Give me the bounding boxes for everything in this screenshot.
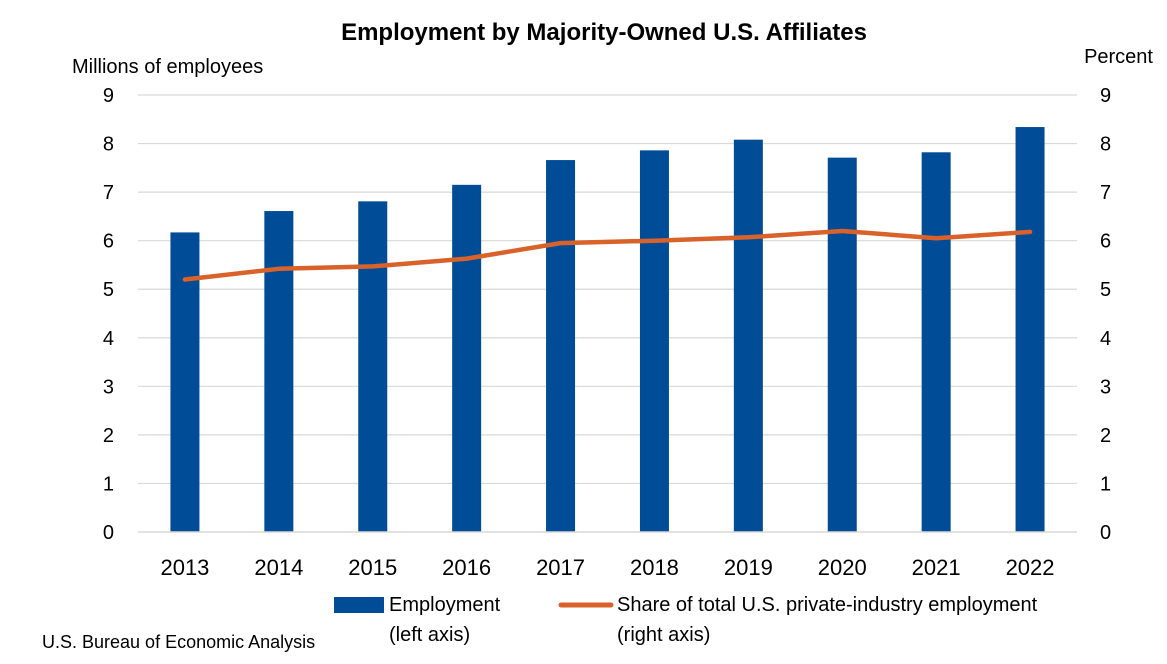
- right-tick-label: 3: [1100, 376, 1111, 398]
- share-point-2016: [464, 256, 469, 261]
- bar-2015: [358, 201, 388, 532]
- right-tick-label: 7: [1100, 182, 1111, 204]
- legend-swatch-employment: [334, 597, 384, 613]
- share-point-2015: [370, 264, 375, 269]
- legend-sublabel-share: (right axis): [617, 624, 710, 646]
- right-tick-label: 5: [1100, 279, 1111, 301]
- chart-title: Employment by Majority-Owned U.S. Affili…: [341, 19, 867, 46]
- share-point-2017: [558, 241, 563, 246]
- bar-2016: [452, 184, 482, 533]
- left-axis-label: Millions of employees: [72, 56, 263, 78]
- legend-label-share: Share of total U.S. private-industry emp…: [617, 594, 1038, 616]
- left-tick-label: 6: [103, 231, 114, 253]
- bar-2022: [1015, 127, 1045, 533]
- share-point-2019: [746, 235, 751, 240]
- x-tick-label: 2014: [254, 555, 303, 580]
- bar-2017: [546, 160, 576, 532]
- share-point-2013: [182, 277, 187, 282]
- x-tick-label: 2016: [442, 555, 491, 580]
- x-tick-label: 2018: [630, 555, 679, 580]
- right-tick-label: 1: [1100, 473, 1111, 495]
- x-tick-label: 2020: [818, 555, 867, 580]
- left-tick-label: 8: [103, 134, 114, 156]
- left-tick-label: 4: [103, 328, 114, 350]
- share-point-2018: [652, 238, 657, 243]
- share-point-2014: [276, 266, 281, 271]
- left-tick-label: 9: [103, 85, 114, 107]
- left-tick-label: 0: [103, 522, 114, 544]
- x-tick-label: 2019: [724, 555, 773, 580]
- left-axis-ticks: 0 1 2 3 4 5 6 7 8 9: [103, 85, 114, 544]
- share-point-2021: [934, 236, 939, 241]
- right-tick-label: 8: [1100, 134, 1111, 156]
- share-point-2020: [840, 228, 845, 233]
- right-tick-label: 2: [1100, 425, 1111, 447]
- share-line-series: [182, 228, 1033, 282]
- bar-2020: [827, 157, 857, 533]
- right-axis-label: Percent: [1084, 46, 1153, 68]
- share-line: [182, 228, 1033, 282]
- right-tick-label: 0: [1100, 522, 1111, 544]
- left-tick-label: 7: [103, 182, 114, 204]
- legend: Employment (left axis) Share of total U.…: [334, 594, 1038, 646]
- left-tick-label: 3: [103, 376, 114, 398]
- x-tick-label: 2015: [348, 555, 397, 580]
- left-tick-label: 1: [103, 473, 114, 495]
- category-labels: 2013 2014 2015 2016 2017 2018 2019 2020 2021 2022: [160, 555, 1054, 580]
- x-tick-label: 2022: [1006, 555, 1055, 580]
- bar-2014: [264, 211, 294, 532]
- source-note: U.S. Bureau of Economic Analysis: [42, 632, 315, 652]
- right-tick-label: 4: [1100, 328, 1111, 350]
- x-tick-label: 2017: [536, 555, 585, 580]
- legend-label-employment: Employment: [389, 594, 501, 616]
- right-tick-label: 9: [1100, 85, 1111, 107]
- bar-2021: [921, 152, 951, 532]
- bar-2013: [170, 232, 200, 532]
- x-tick-label: 2021: [912, 555, 961, 580]
- left-tick-label: 2: [103, 425, 114, 447]
- employment-bars: [170, 127, 1045, 533]
- x-tick-label: 2013: [160, 555, 209, 580]
- right-axis-ticks: 0 1 2 3 4 5 6 7 8 9: [1100, 85, 1111, 544]
- share-point-2022: [1028, 229, 1033, 234]
- left-tick-label: 5: [103, 279, 114, 301]
- right-tick-label: 6: [1100, 231, 1111, 253]
- bar-2018: [639, 150, 669, 532]
- legend-sublabel-employment: (left axis): [389, 624, 470, 646]
- bar-2019: [733, 139, 763, 532]
